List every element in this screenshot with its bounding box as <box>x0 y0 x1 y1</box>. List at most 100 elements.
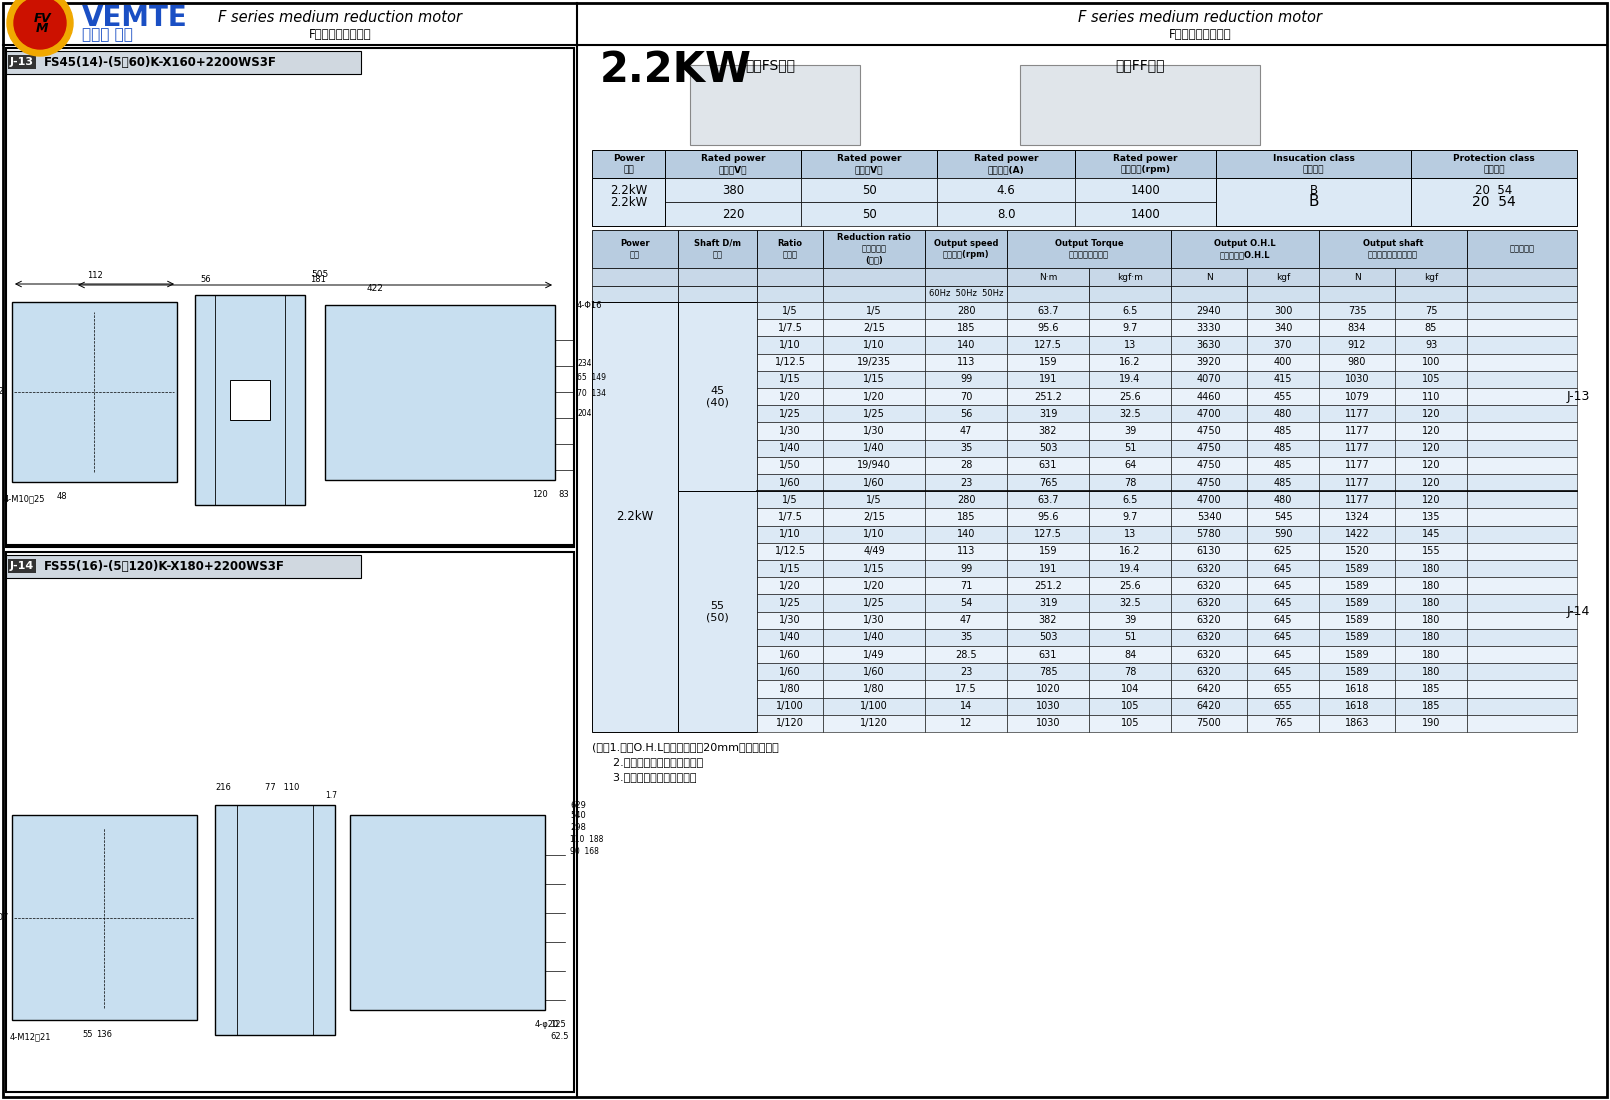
Bar <box>1088 456 1170 474</box>
Text: 32.5: 32.5 <box>1119 409 1141 419</box>
Circle shape <box>19 822 35 838</box>
Bar <box>926 612 1006 629</box>
Bar <box>1319 492 1394 508</box>
Bar <box>1319 681 1394 697</box>
Text: 12: 12 <box>960 718 972 728</box>
Text: 180: 180 <box>1422 563 1441 573</box>
Bar <box>1467 526 1578 542</box>
Text: 4/49: 4/49 <box>863 547 886 557</box>
Bar <box>1088 578 1170 594</box>
Text: 1/60: 1/60 <box>779 477 800 487</box>
Text: 645: 645 <box>1274 581 1293 591</box>
Bar <box>823 371 926 388</box>
Bar <box>6 556 361 578</box>
Bar <box>1088 474 1170 492</box>
Text: 455: 455 <box>1274 392 1293 402</box>
Text: 1177: 1177 <box>1344 426 1370 436</box>
Text: 625: 625 <box>1274 547 1293 557</box>
Text: 185: 185 <box>1422 684 1441 694</box>
Text: 63.7: 63.7 <box>1037 495 1059 505</box>
Text: 6320: 6320 <box>1196 667 1222 676</box>
Bar <box>1170 353 1248 371</box>
Text: 125: 125 <box>551 1020 565 1028</box>
Bar <box>1006 302 1088 319</box>
Bar <box>1467 230 1578 268</box>
Bar <box>823 405 926 422</box>
Bar <box>1075 178 1216 202</box>
Bar <box>1248 337 1319 353</box>
Bar <box>592 286 678 302</box>
Text: 48: 48 <box>56 492 68 500</box>
Text: 112: 112 <box>87 271 103 281</box>
Text: 1863: 1863 <box>1344 718 1368 728</box>
Bar <box>1410 202 1578 226</box>
Bar <box>1088 422 1170 440</box>
Bar <box>823 663 926 681</box>
Bar <box>1170 388 1248 405</box>
Circle shape <box>68 882 140 954</box>
Text: 62.5: 62.5 <box>551 1032 568 1041</box>
Bar <box>1170 578 1248 594</box>
Bar <box>757 440 823 456</box>
Text: 6130: 6130 <box>1196 547 1222 557</box>
Text: 63.7: 63.7 <box>1037 306 1059 316</box>
Text: 6420: 6420 <box>1196 701 1222 712</box>
Circle shape <box>24 1001 31 1009</box>
Bar <box>1088 663 1170 681</box>
Text: 2940: 2940 <box>1196 306 1222 316</box>
Bar <box>1088 542 1170 560</box>
Bar <box>1006 371 1088 388</box>
Bar <box>1006 612 1088 629</box>
Circle shape <box>6 0 72 56</box>
Bar <box>592 230 678 268</box>
Bar <box>1467 715 1578 732</box>
Text: 中空FS系列: 中空FS系列 <box>745 58 795 72</box>
Text: 1/100: 1/100 <box>860 701 887 712</box>
Bar <box>823 542 926 560</box>
Bar <box>1170 268 1248 286</box>
Text: 136: 136 <box>97 1030 113 1040</box>
Text: 2.2kW: 2.2kW <box>617 510 654 524</box>
Text: 1/25: 1/25 <box>779 409 800 419</box>
Bar <box>1088 646 1170 663</box>
Text: 180: 180 <box>1422 581 1441 591</box>
Bar <box>1248 594 1319 612</box>
Bar <box>1021 65 1261 145</box>
Text: 82: 82 <box>0 387 3 396</box>
Bar <box>1170 492 1248 508</box>
Text: 645: 645 <box>1274 632 1293 642</box>
Bar <box>665 150 802 178</box>
Bar <box>592 302 678 732</box>
Text: 127.5: 127.5 <box>1034 529 1063 539</box>
Bar <box>757 646 823 663</box>
Text: Protection class
防護等級: Protection class 防護等級 <box>1454 154 1534 174</box>
Circle shape <box>533 314 547 327</box>
Text: 1020: 1020 <box>1035 684 1061 694</box>
Circle shape <box>24 826 31 834</box>
Text: 505: 505 <box>311 270 328 279</box>
Bar <box>1319 646 1394 663</box>
Bar <box>216 805 335 1035</box>
Text: V: V <box>40 11 50 24</box>
Text: Output shaft
輸出軸承受軸向力及背: Output shaft 輸出軸承受軸向力及背 <box>1362 239 1423 258</box>
Bar <box>823 681 926 697</box>
Bar <box>592 268 678 286</box>
Bar <box>757 405 823 422</box>
Text: 23: 23 <box>960 667 972 676</box>
Text: 100: 100 <box>1422 358 1441 367</box>
Text: 1/40: 1/40 <box>779 632 800 642</box>
Bar <box>1319 405 1394 422</box>
Bar <box>1248 474 1319 492</box>
Text: 105: 105 <box>1121 701 1140 712</box>
Text: 1/100: 1/100 <box>776 701 803 712</box>
Text: 78: 78 <box>1124 667 1137 676</box>
Circle shape <box>14 0 66 50</box>
Text: F series medium reduction motor: F series medium reduction motor <box>1079 11 1322 25</box>
Text: 1/60: 1/60 <box>779 667 800 676</box>
Bar <box>757 560 823 578</box>
Bar <box>1006 492 1088 508</box>
Text: 6320: 6320 <box>1196 650 1222 660</box>
Bar <box>1216 202 1410 226</box>
Text: 95.6: 95.6 <box>1037 512 1059 522</box>
Text: 485: 485 <box>1274 461 1293 471</box>
